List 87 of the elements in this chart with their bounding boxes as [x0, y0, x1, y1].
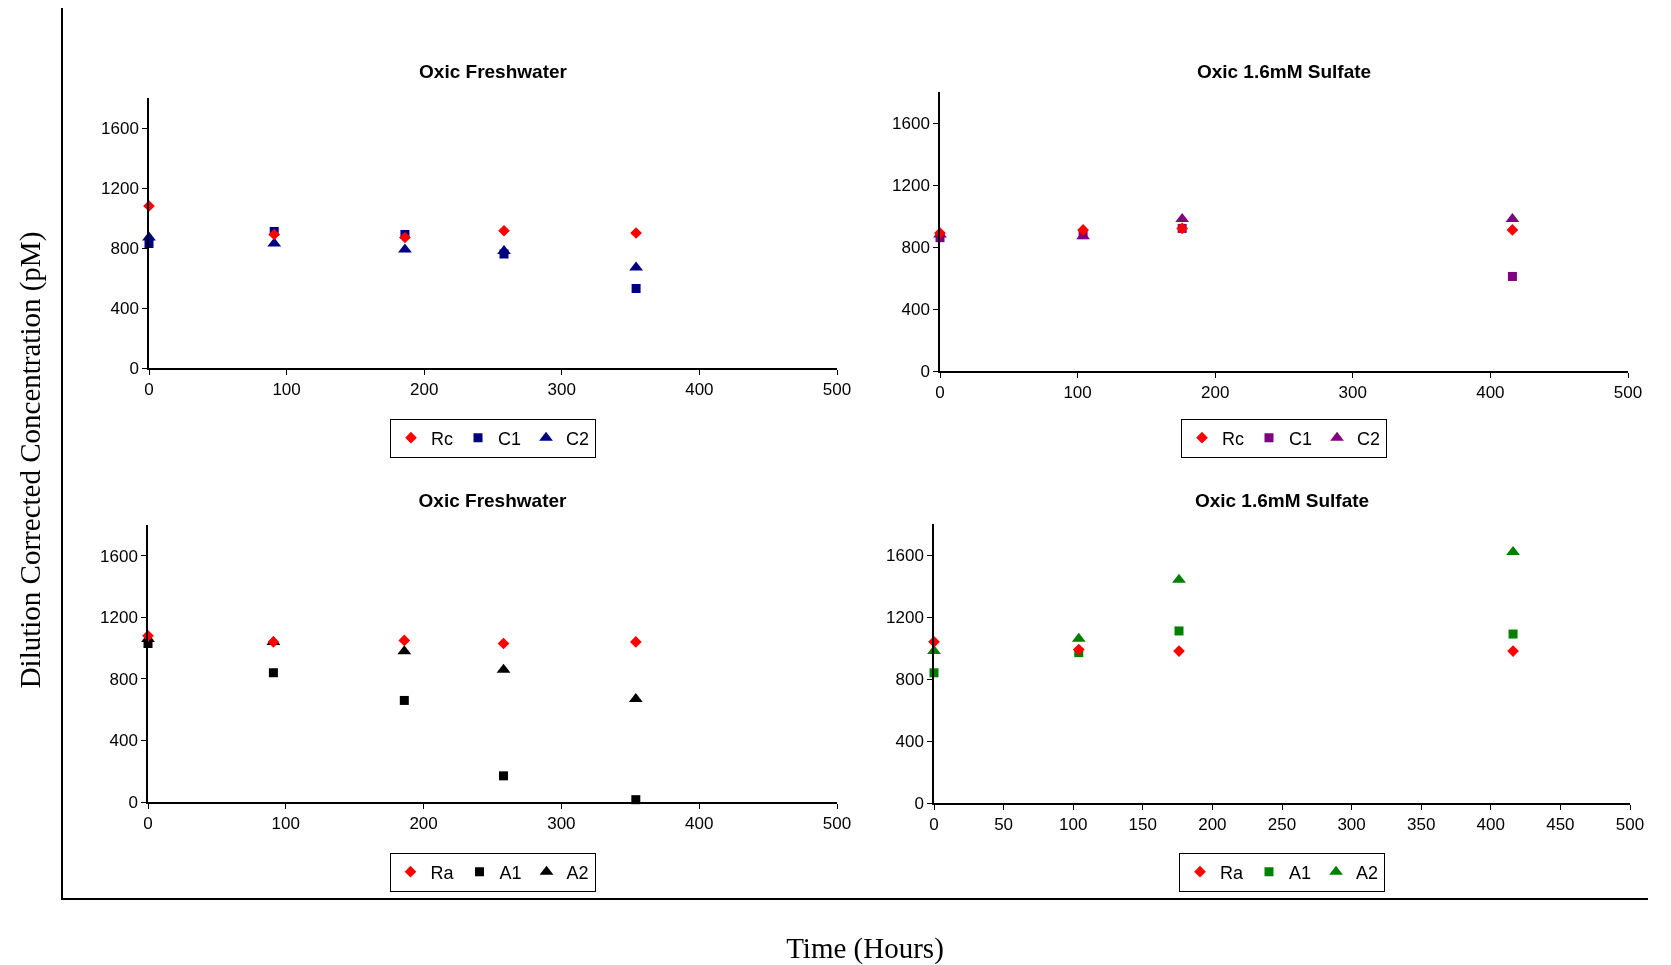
legend-label: A2 — [1356, 862, 1379, 883]
point — [1507, 271, 1517, 281]
chart-title: Oxic 1.6mM Sulfate — [1194, 489, 1370, 511]
y-tick-label: 1600 — [100, 546, 138, 566]
x-axis-title: Time (Hours) — [786, 932, 944, 965]
y-tick-label: 400 — [110, 298, 139, 318]
y-tick-label: 0 — [128, 792, 138, 812]
legend-label: C1 — [1289, 428, 1313, 449]
x-tick-label: 300 — [547, 380, 576, 400]
y-tick-label: 400 — [895, 731, 924, 751]
x-tick-label: 50 — [994, 815, 1014, 835]
point — [398, 243, 412, 253]
point — [1508, 629, 1518, 639]
legend-label: A2 — [566, 862, 589, 883]
point — [1506, 224, 1519, 236]
y-tick-label: 400 — [109, 731, 138, 751]
y-tick-label: 0 — [129, 358, 139, 378]
x-tick-label: 100 — [1063, 383, 1092, 403]
point — [268, 668, 278, 678]
x-tick-label: 0 — [143, 814, 153, 834]
x-tick-label: 400 — [685, 380, 714, 400]
point — [1077, 224, 1089, 236]
point — [497, 637, 510, 650]
x-tick-label: 350 — [1407, 815, 1436, 835]
point — [1507, 645, 1519, 657]
y-tick-label: 800 — [109, 669, 138, 689]
legend-label: A1 — [1289, 862, 1312, 883]
y-tick-label: 1600 — [886, 545, 924, 565]
point — [268, 228, 281, 241]
y-tick-label: 800 — [901, 237, 930, 257]
y-tick-label: 1600 — [892, 113, 930, 133]
x-tick-label: 200 — [409, 814, 438, 834]
x-tick-label: 400 — [1476, 815, 1505, 835]
legend-label: Rc — [431, 428, 453, 449]
chart-title: Oxic Freshwater — [418, 489, 568, 511]
point — [498, 224, 510, 237]
x-tick-label: 200 — [1201, 383, 1230, 403]
x-tick-label: 0 — [144, 380, 154, 400]
point — [1172, 573, 1186, 583]
legend-label: Ra — [1220, 862, 1244, 883]
chart-title: Oxic Freshwater — [419, 60, 568, 82]
x-tick-label: 100 — [1059, 815, 1088, 835]
legend-label: C1 — [498, 428, 522, 449]
y-tick-label: 1600 — [101, 118, 139, 138]
y-tick-label: 0 — [914, 793, 924, 813]
legend-label: Ra — [430, 862, 455, 883]
y-tick-label: 1200 — [892, 175, 930, 195]
point — [499, 249, 509, 259]
point — [398, 634, 411, 647]
x-tick-label: 100 — [272, 380, 301, 400]
legend-label: Rc — [1222, 428, 1244, 449]
x-tick-label: 400 — [685, 814, 714, 834]
y-tick-label: 1200 — [101, 178, 139, 198]
y-tick-label: 0 — [920, 361, 930, 381]
x-tick-label: 300 — [1338, 383, 1367, 403]
point — [631, 284, 641, 293]
x-tick-label: 500 — [822, 380, 852, 400]
chart-title: Oxic 1.6mM Sulfate — [1196, 60, 1372, 82]
y-tick-label: 800 — [895, 669, 924, 689]
x-tick-label: 200 — [1198, 815, 1227, 835]
x-tick-label: 200 — [410, 380, 439, 400]
point — [629, 636, 642, 648]
x-tick-label: 250 — [1267, 815, 1297, 835]
point — [1174, 626, 1184, 636]
x-tick-label: 500 — [1613, 383, 1643, 403]
x-tick-label: 150 — [1128, 815, 1157, 835]
y-tick-label: 1200 — [100, 608, 138, 628]
y-axis-title: Dilution Corrected Concentration (pM) — [13, 231, 47, 689]
x-tick-label: 100 — [271, 814, 300, 834]
point — [1506, 545, 1520, 555]
legend-label: A1 — [499, 862, 522, 883]
x-tick-label: 300 — [547, 814, 576, 834]
x-tick-label: 500 — [1615, 815, 1645, 835]
x-tick-label: 400 — [1476, 383, 1505, 403]
point — [399, 695, 409, 705]
x-tick-label: 450 — [1546, 815, 1575, 835]
y-tick-label: 1200 — [886, 607, 924, 627]
y-tick-label: 800 — [110, 238, 139, 258]
y-tick-label: 400 — [901, 299, 930, 319]
x-tick-label: 300 — [1337, 815, 1366, 835]
point — [499, 771, 509, 781]
point — [1072, 643, 1085, 656]
x-tick-label: 0 — [935, 383, 945, 403]
point — [399, 231, 411, 244]
legend-label: C2 — [566, 428, 590, 449]
x-tick-label: 500 — [822, 814, 852, 834]
legend-label: C2 — [1357, 428, 1381, 449]
